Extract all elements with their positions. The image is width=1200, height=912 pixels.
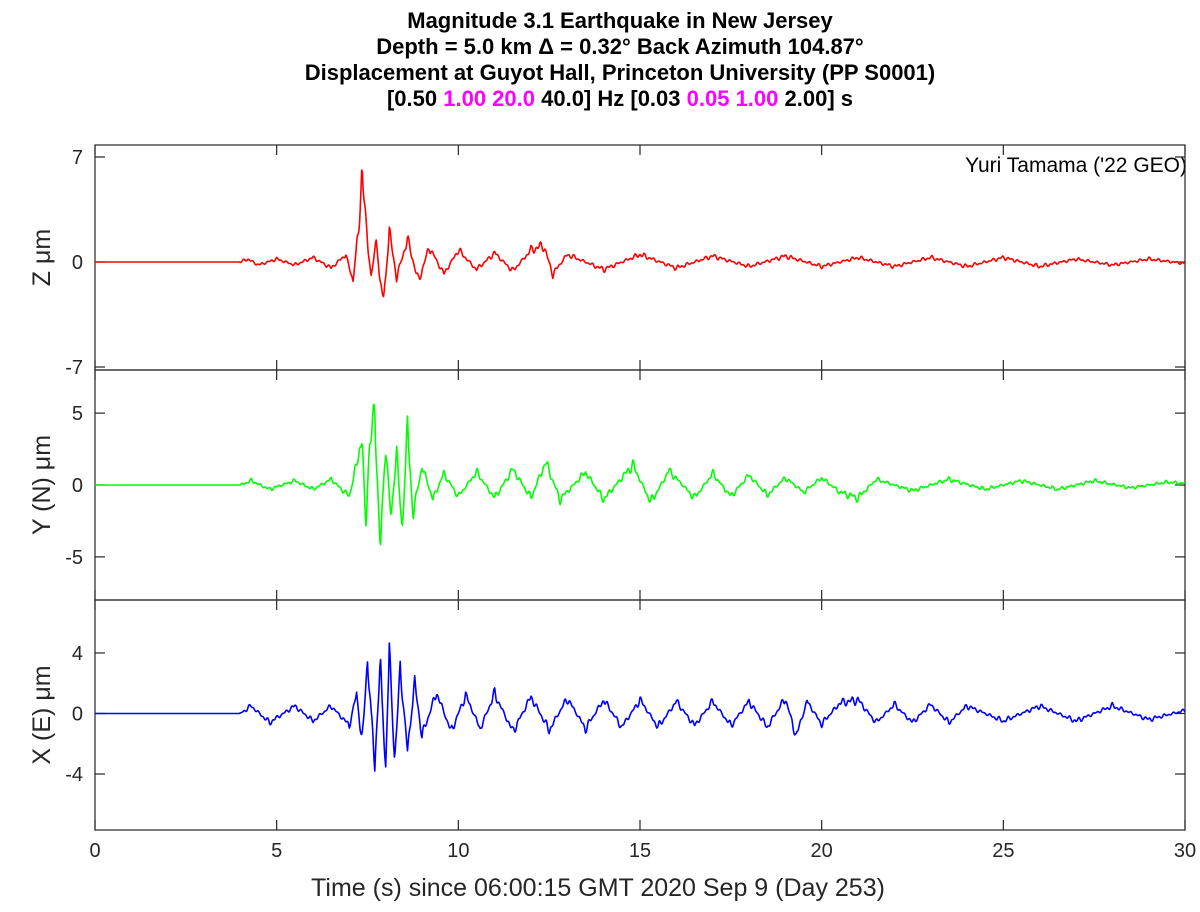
series-line-0: [94, 169, 1186, 298]
title-line-2: Depth = 5.0 km Δ = 0.32° Back Azimuth 10…: [376, 34, 864, 59]
x-axis-label: Time (s) since 06:00:15 GMT 2020 Sep 9 (…: [311, 874, 885, 902]
y-tick-label-2-2: 4: [72, 643, 83, 665]
y-tick-label-2-0: -4: [65, 764, 83, 786]
x-tick-label-4: 20: [811, 840, 833, 862]
y-tick-label-1-0: -5: [65, 547, 83, 569]
chart-title-block: Magnitude 3.1 Earthquake in New Jersey D…: [0, 8, 1200, 112]
y-tick-label-1-1: 0: [72, 475, 83, 497]
x-tick-label-6: 30: [1174, 840, 1196, 862]
x-tick-label-2: 10: [447, 840, 469, 862]
freq-band-outer-high: 40.0] Hz [0.03: [535, 86, 687, 111]
y-tick-label-0-1: 0: [72, 252, 83, 274]
y-tick-label-2-1: 0: [72, 703, 83, 725]
freq-band-pass: 1.00 20.0: [443, 86, 535, 111]
y-axis-label-2: X (E) μm: [28, 665, 56, 764]
title-line-4: [0.50 1.00 20.0 40.0] Hz [0.03 0.05 1.00…: [0, 86, 1200, 112]
x-tick-label-3: 15: [629, 840, 651, 862]
period-band-pass: 0.05 1.00: [686, 86, 779, 111]
y-axis-label-0: Z μm: [28, 229, 56, 286]
period-band-outer-high: 2.00] s: [778, 86, 854, 111]
series-line-1: [94, 403, 1186, 546]
title-line-3: Displacement at Guyot Hall, Princeton Un…: [304, 60, 936, 85]
x-tick-label-5: 25: [992, 840, 1014, 862]
y-tick-label-1-2: 5: [72, 403, 83, 425]
y-axis-label-1: Y (N) μm: [28, 435, 56, 535]
y-tick-label-0-0: -7: [65, 357, 83, 379]
x-tick-label-1: 5: [271, 840, 282, 862]
freq-band-outer-low: [0.50: [386, 86, 444, 111]
author-credit: Yuri Tamama ('22 GEO): [965, 154, 1187, 177]
series-line-2: [94, 642, 1186, 772]
y-tick-label-0-2: 7: [72, 147, 83, 169]
title-line-1: Magnitude 3.1 Earthquake in New Jersey: [407, 8, 833, 33]
panel-frame-0: [94, 144, 1186, 371]
x-tick-label-0: 0: [89, 840, 100, 862]
